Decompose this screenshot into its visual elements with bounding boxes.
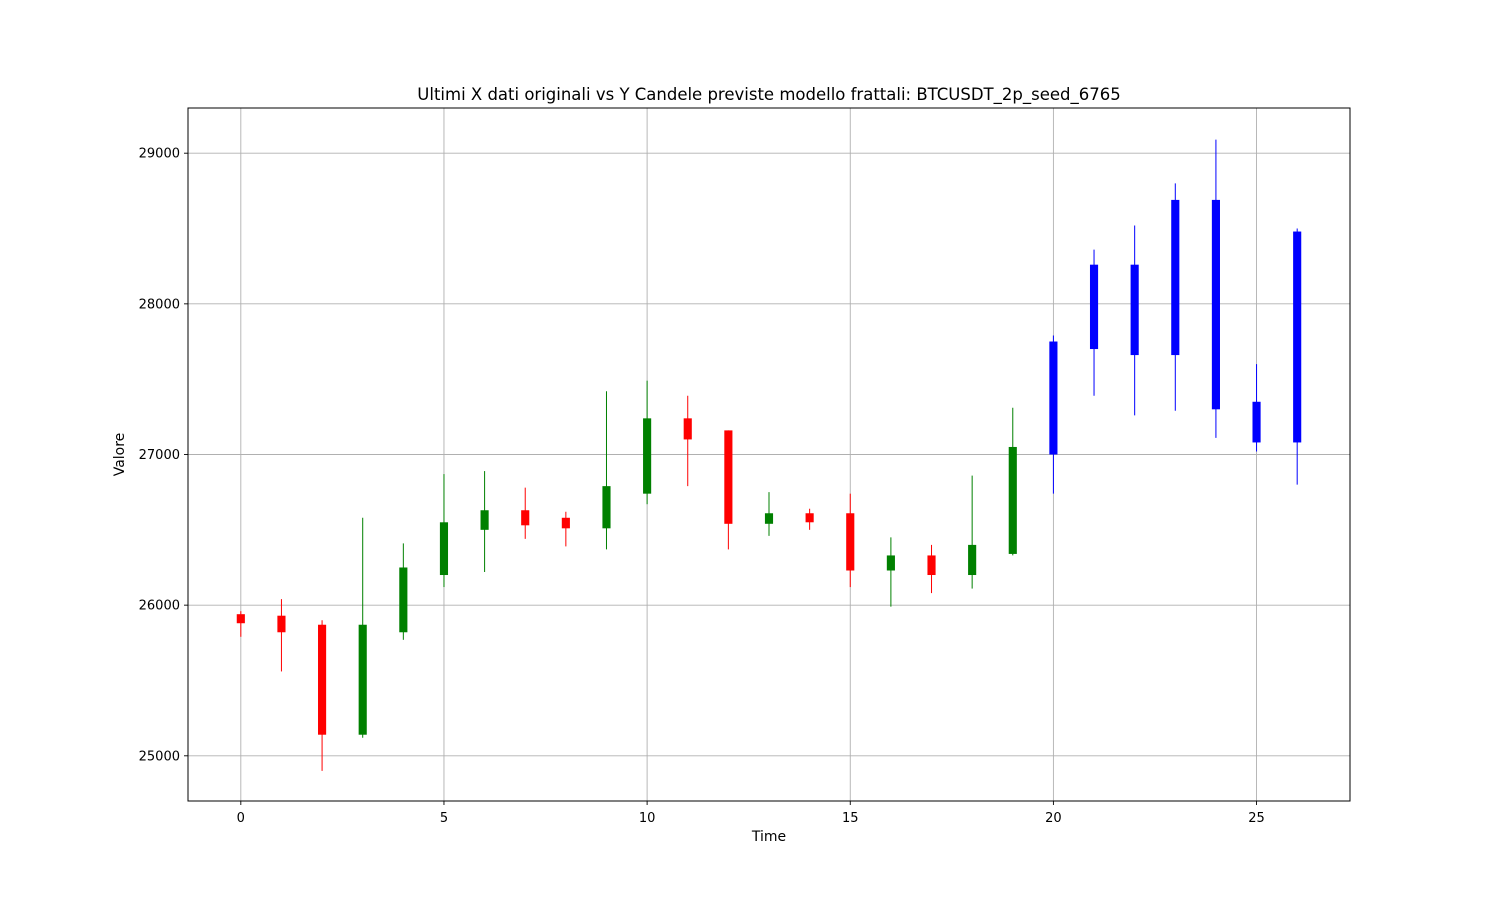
candle <box>846 493 855 588</box>
candle-body <box>602 486 611 529</box>
candle-body <box>1089 264 1099 350</box>
x-axis-label: Time <box>751 829 786 845</box>
candle-body <box>1293 231 1302 443</box>
x-tick-label: 10 <box>639 811 656 826</box>
x-axis-ticks: 0 5 10 15 20 25 <box>237 801 1265 826</box>
candle-body <box>643 418 652 494</box>
candle <box>480 471 489 573</box>
x-tick-label: 5 <box>440 811 448 826</box>
candle-body <box>724 430 733 524</box>
x-tick-label: 20 <box>1045 811 1062 826</box>
candle <box>764 492 774 536</box>
candle-body <box>318 624 327 735</box>
candle-body <box>1171 199 1180 356</box>
candle-body <box>968 544 977 576</box>
y-axis-ticks: 25000 26000 27000 28000 29000 <box>139 147 188 764</box>
candle-body <box>521 510 530 526</box>
candle-body <box>277 615 286 633</box>
candle <box>521 487 530 539</box>
y-tick-label: 29000 <box>139 147 180 162</box>
y-axis-label: Valore <box>112 433 128 477</box>
predicted-candle <box>1089 249 1099 396</box>
y-tick-label: 26000 <box>139 599 180 614</box>
candle <box>805 508 814 530</box>
candle-body <box>805 513 814 523</box>
candle <box>886 537 895 607</box>
candle-body <box>399 567 408 633</box>
candle <box>724 430 733 550</box>
candle <box>399 543 408 640</box>
candle-body <box>561 517 570 529</box>
candle-body <box>1211 199 1220 410</box>
predicted-candle <box>1049 335 1058 494</box>
predicted-candle <box>1171 183 1180 411</box>
y-tick-label: 27000 <box>139 448 180 463</box>
candle-body <box>846 513 855 571</box>
candle <box>236 611 245 637</box>
predicted-candle <box>1252 364 1261 452</box>
candle-body <box>358 624 367 735</box>
candle <box>358 517 367 738</box>
candle <box>439 474 449 588</box>
candle <box>561 511 570 547</box>
candle-body <box>1049 341 1058 455</box>
candles <box>236 139 1302 771</box>
candle <box>277 599 286 672</box>
candle <box>927 544 936 594</box>
candle-body <box>1008 446 1017 554</box>
predicted-candle <box>1293 228 1302 485</box>
candle <box>683 395 692 487</box>
candle-body <box>236 614 245 624</box>
y-tick-label: 25000 <box>139 749 180 764</box>
x-tick-label: 0 <box>237 811 245 826</box>
candle-body <box>1252 401 1261 443</box>
predicted-candle <box>1130 225 1139 416</box>
predicted-candle <box>1211 139 1220 438</box>
x-tick-label: 15 <box>842 811 859 826</box>
candle-body <box>683 418 692 440</box>
candle-body <box>764 513 774 524</box>
candle <box>643 380 652 505</box>
candle-body <box>439 522 449 576</box>
candle-body <box>927 555 936 576</box>
chart-title: Ultimi X dati originali vs Y Candele pre… <box>417 85 1120 105</box>
candle <box>318 620 327 771</box>
candle-body <box>886 555 895 571</box>
candle <box>1008 407 1017 556</box>
y-tick-label: 28000 <box>139 297 180 312</box>
candle-body <box>1130 264 1139 356</box>
candle-body <box>480 510 489 530</box>
x-tick-label: 25 <box>1248 811 1265 826</box>
candle <box>968 475 977 589</box>
candle <box>602 391 611 550</box>
